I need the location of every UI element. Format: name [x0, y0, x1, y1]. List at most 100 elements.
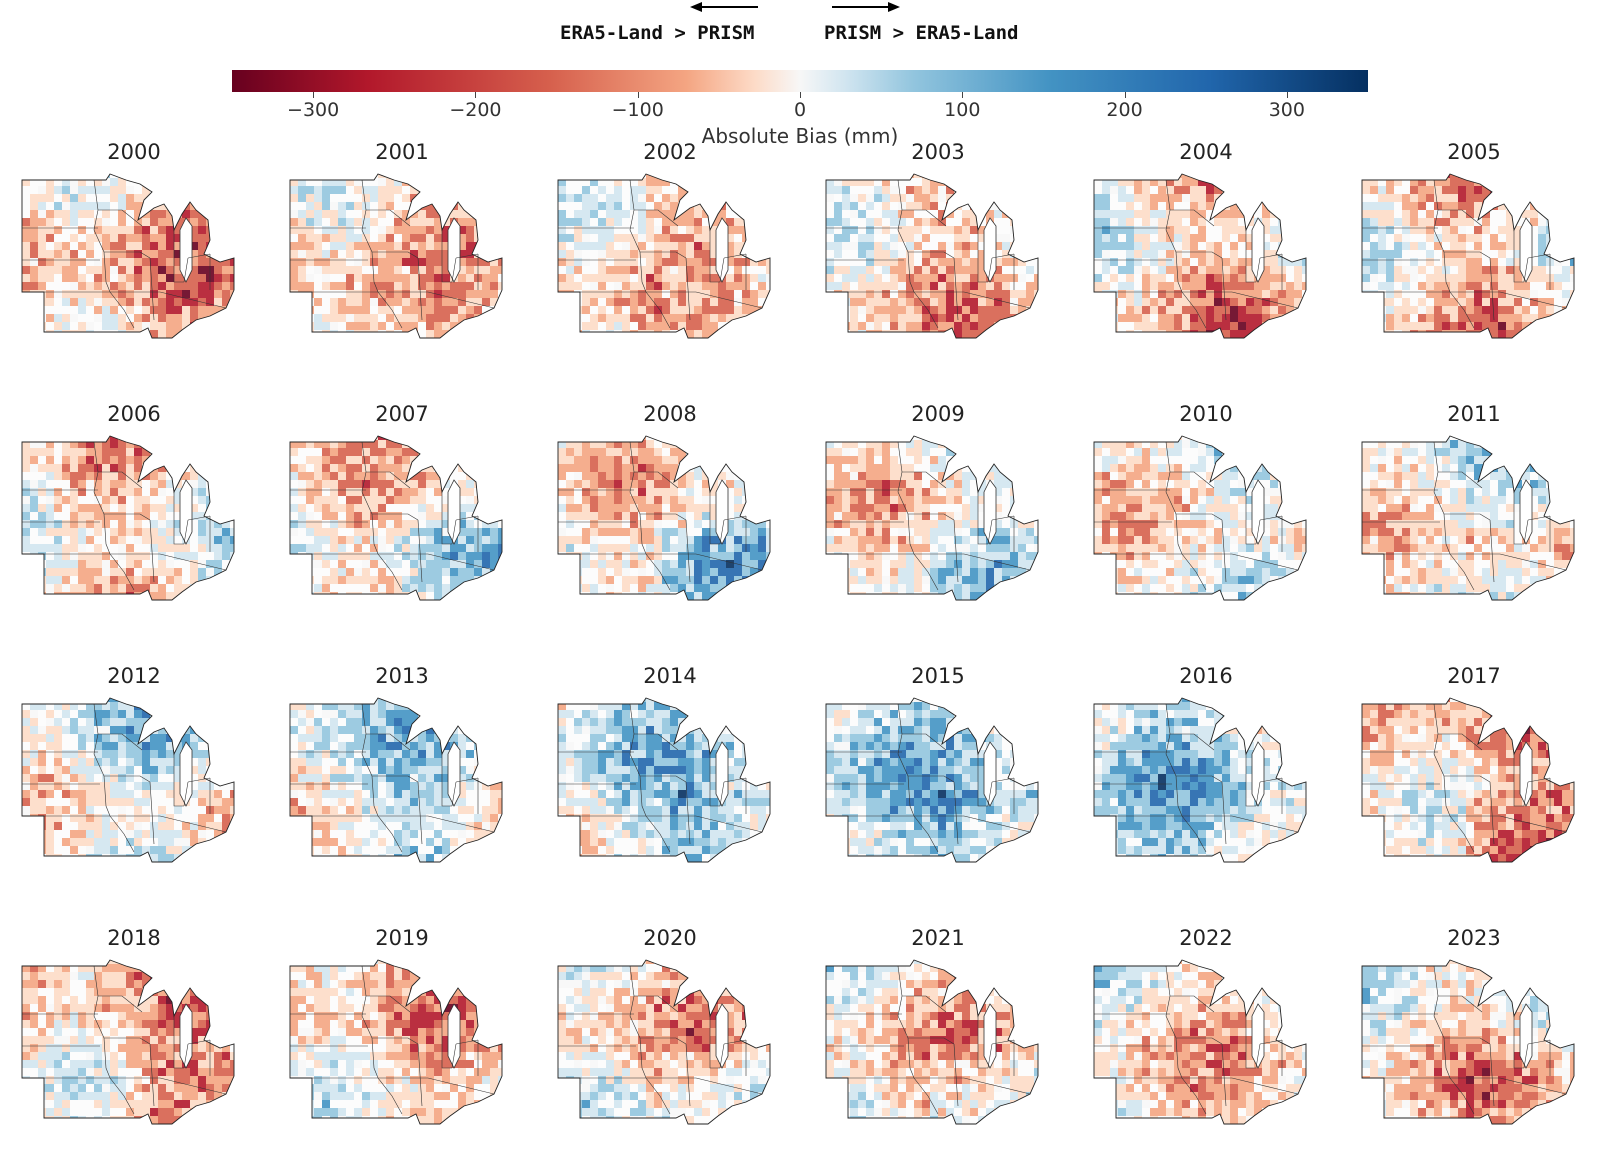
panel-year-title: 2016: [1086, 664, 1326, 688]
map-panel-2002: 2002: [550, 140, 790, 380]
panel-year-title: 2002: [550, 140, 790, 164]
map-panel-2023: 2023: [1354, 926, 1594, 1166]
lake-michigan: [716, 480, 728, 544]
lake-michigan: [984, 480, 996, 544]
map-panel-2016: 2016: [1086, 664, 1326, 904]
colorbar-tick-label: 300: [1247, 99, 1327, 121]
lake-michigan: [1252, 218, 1264, 282]
map-panel-2013: 2013: [282, 664, 522, 904]
colorbar-tick-label: 100: [922, 99, 1002, 121]
lake-michigan: [448, 218, 460, 282]
era5-greater-label: ERA5-Land > PRISM: [560, 22, 754, 44]
panel-year-title: 2019: [282, 926, 522, 950]
map-panel-2000: 2000: [14, 140, 254, 380]
colorbar-tick: [962, 92, 963, 98]
lake-michigan: [180, 218, 192, 282]
map-panel-2011: 2011: [1354, 402, 1594, 642]
colorbar-tick: [638, 92, 639, 98]
lake-michigan: [984, 1004, 996, 1068]
lake-michigan: [1520, 218, 1532, 282]
panel-year-title: 2014: [550, 664, 790, 688]
colorbar-tick-label: −300: [273, 99, 353, 121]
lake-michigan: [180, 1004, 192, 1068]
bias-map: [282, 432, 514, 612]
bias-map: [1086, 432, 1318, 612]
map-panel-2004: 2004: [1086, 140, 1326, 380]
map-panel-2014: 2014: [550, 664, 790, 904]
panel-year-title: 2012: [14, 664, 254, 688]
bias-map: [1354, 956, 1586, 1136]
panel-year-title: 2023: [1354, 926, 1594, 950]
lake-michigan: [1520, 742, 1532, 806]
panel-year-title: 2000: [14, 140, 254, 164]
panel-year-title: 2009: [818, 402, 1058, 426]
colorbar-tick-label: 0: [760, 99, 840, 121]
panel-year-title: 2020: [550, 926, 790, 950]
bias-map: [550, 170, 782, 350]
lake-michigan: [448, 742, 460, 806]
panel-year-title: 2013: [282, 664, 522, 688]
figure-header: ERA5-Land > PRISM PRISM > ERA5-Land −300…: [0, 0, 1600, 140]
lake-michigan: [716, 742, 728, 806]
panel-year-title: 2003: [818, 140, 1058, 164]
bias-map: [282, 694, 514, 874]
bias-map: [1086, 694, 1318, 874]
colorbar-tick: [1125, 92, 1126, 98]
lake-michigan: [1520, 1004, 1532, 1068]
right-arrow-icon: [830, 0, 900, 14]
map-panel-2008: 2008: [550, 402, 790, 642]
panel-year-title: 2010: [1086, 402, 1326, 426]
panel-year-title: 2018: [14, 926, 254, 950]
map-panel-2010: 2010: [1086, 402, 1326, 642]
colorbar-tick-label: 200: [1085, 99, 1165, 121]
panel-year-title: 2005: [1354, 140, 1594, 164]
lake-michigan: [1252, 742, 1264, 806]
bias-map: [1354, 694, 1586, 874]
map-panel-2009: 2009: [818, 402, 1058, 642]
bias-map: [14, 694, 246, 874]
bias-map: [550, 956, 782, 1136]
map-panel-2006: 2006: [14, 402, 254, 642]
map-panel-2015: 2015: [818, 664, 1058, 904]
panel-year-title: 2021: [818, 926, 1058, 950]
bias-map: [550, 694, 782, 874]
colorbar-tick-label: −200: [435, 99, 515, 121]
lake-michigan: [1252, 1004, 1264, 1068]
colorbar-tick: [313, 92, 314, 98]
bias-map: [282, 170, 514, 350]
lake-michigan: [984, 742, 996, 806]
map-panel-2022: 2022: [1086, 926, 1326, 1166]
panel-year-title: 2011: [1354, 402, 1594, 426]
panel-year-title: 2007: [282, 402, 522, 426]
colorbar-tick: [1287, 92, 1288, 98]
bias-map: [282, 956, 514, 1136]
map-panel-2020: 2020: [550, 926, 790, 1166]
bias-map: [818, 956, 1050, 1136]
lake-michigan: [180, 742, 192, 806]
bias-map: [14, 432, 246, 612]
map-panel-2012: 2012: [14, 664, 254, 904]
bias-map: [1354, 170, 1586, 350]
lake-michigan: [1520, 480, 1532, 544]
panel-year-title: 2006: [14, 402, 254, 426]
lake-michigan: [180, 480, 192, 544]
bias-map: [818, 170, 1050, 350]
bias-map: [550, 432, 782, 612]
bias-map: [1354, 432, 1586, 612]
bias-map: [1086, 956, 1318, 1136]
lake-michigan: [716, 1004, 728, 1068]
lake-michigan: [1252, 480, 1264, 544]
bias-map: [818, 432, 1050, 612]
panel-year-title: 2001: [282, 140, 522, 164]
colorbar-tick: [800, 92, 801, 98]
bias-map: [14, 956, 246, 1136]
colorbar: [232, 70, 1368, 92]
colorbar-tick: [475, 92, 476, 98]
lake-michigan: [448, 480, 460, 544]
left-arrow-icon: [690, 0, 760, 14]
panel-year-title: 2015: [818, 664, 1058, 688]
map-panel-2021: 2021: [818, 926, 1058, 1166]
map-panel-2017: 2017: [1354, 664, 1594, 904]
panel-year-title: 2004: [1086, 140, 1326, 164]
panel-year-title: 2008: [550, 402, 790, 426]
